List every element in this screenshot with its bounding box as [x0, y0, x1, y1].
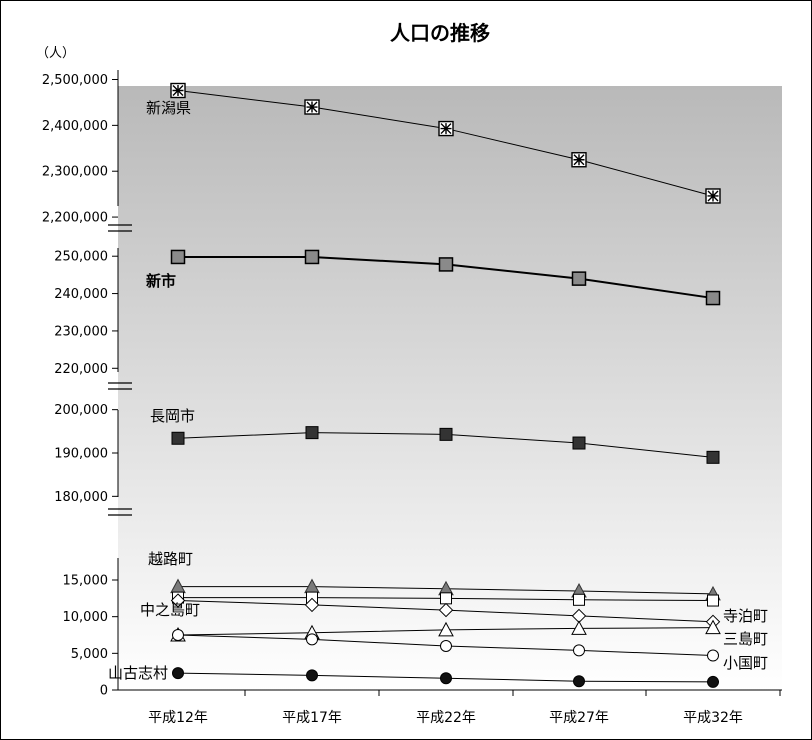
data-point	[707, 594, 719, 607]
data-point	[705, 188, 721, 204]
x-tick-label: 平成12年	[148, 710, 208, 726]
chart-title: 人口の推移	[390, 21, 490, 45]
data-point	[573, 644, 585, 657]
y-tick-label: 10,000	[63, 610, 109, 625]
x-tick-label: 平成27年	[549, 710, 609, 726]
data-point	[440, 592, 452, 605]
data-point	[438, 120, 454, 137]
x-tick-label: 平成17年	[282, 710, 342, 726]
axes-layer: 2,200,000 2,300,000 2,400,000 2,500,000 220,…	[42, 70, 782, 726]
data-point	[306, 669, 318, 682]
series-label: 寺泊町	[723, 607, 768, 625]
markers-layer	[170, 82, 721, 688]
y-tick-label: 180,000	[54, 490, 108, 505]
data-point	[438, 257, 454, 272]
y-tick-label: 190,000	[54, 447, 108, 462]
data-point	[172, 667, 184, 680]
data-point	[707, 649, 719, 662]
data-point	[170, 593, 186, 608]
data-point	[304, 249, 320, 265]
y-tick-label: 200,000	[54, 403, 108, 418]
data-point	[572, 436, 586, 450]
y-tick-label: 0	[100, 684, 108, 699]
y-tick-label: 5,000	[71, 647, 108, 662]
series-label: 三島町	[723, 630, 768, 648]
data-point	[439, 427, 453, 441]
x-tick-label: 平成32年	[683, 710, 743, 726]
data-point	[304, 597, 320, 613]
y-tick-label: 240,000	[54, 287, 108, 302]
data-point	[573, 593, 585, 606]
series-label: 山古志村	[108, 664, 168, 682]
y-tick-label: 220,000	[54, 362, 108, 377]
data-point	[170, 82, 186, 99]
series-label: 小国町	[723, 654, 768, 672]
y-tick-label: 250,000	[54, 250, 108, 265]
series-label: 中之島町	[140, 601, 200, 619]
data-point	[440, 640, 452, 652]
y-tick-label: 15,000	[63, 574, 109, 589]
data-point	[573, 675, 585, 688]
y-tick-label: 2,300,000	[42, 165, 108, 180]
y-tick-label: 2,200,000	[42, 211, 108, 226]
data-point	[305, 426, 319, 440]
data-point	[707, 675, 719, 688]
data-point	[706, 450, 720, 464]
data-point	[440, 672, 452, 685]
y-tick-label: 230,000	[54, 324, 108, 339]
series-label: 新市	[146, 272, 176, 290]
series-label: 新潟県	[146, 99, 191, 117]
data-point	[170, 249, 186, 265]
y-tick-label: 2,400,000	[42, 119, 108, 134]
series-label: 長岡市	[150, 407, 195, 425]
data-point	[171, 431, 185, 445]
data-point	[438, 602, 454, 618]
y-axis-unit: （人）	[36, 46, 75, 61]
data-point	[705, 619, 721, 635]
data-point	[304, 99, 320, 115]
data-point	[571, 271, 587, 286]
y-tick-label: 2,500,000	[42, 73, 108, 88]
data-point	[705, 290, 721, 306]
data-point	[306, 633, 318, 646]
data-point	[571, 620, 587, 635]
series-label: 越路町	[148, 550, 193, 568]
data-point	[571, 152, 587, 168]
x-tick-label: 平成22年	[416, 710, 476, 726]
data-point	[172, 629, 184, 641]
data-point	[438, 621, 454, 637]
